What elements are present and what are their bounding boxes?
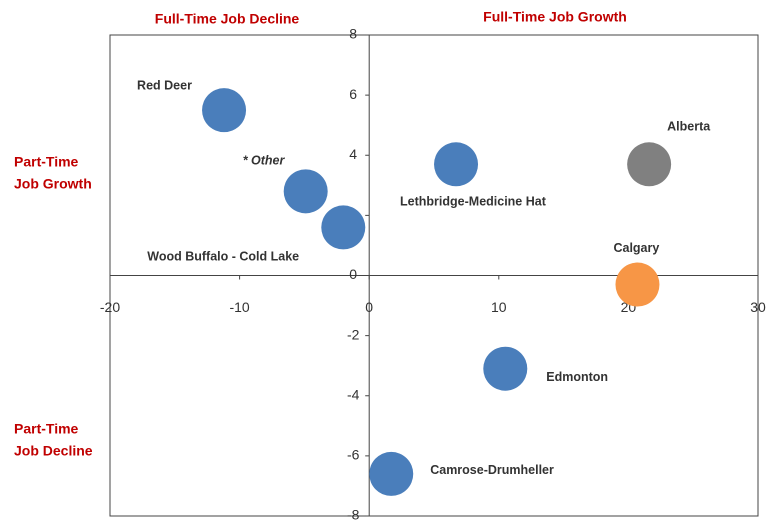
y-tick-label: 6 [349,86,357,102]
quadrant-label: Job Growth [14,176,92,192]
quadrant-label: Part-Time [14,421,79,437]
point-label: Alberta [667,120,711,134]
point-label: Edmonton [546,370,608,384]
y-tick-label: -4 [347,386,360,402]
bubble [202,88,247,133]
y-tick-label: 0 [349,266,357,282]
x-tick-label: -10 [229,299,249,315]
point-label: Calgary [613,241,659,255]
y-tick-label: -2 [347,326,360,342]
quadrant-label: Job Decline [14,443,93,459]
x-tick-label: 0 [365,299,373,315]
y-tick-label: 8 [349,26,357,42]
y-tick-label: -6 [347,447,360,463]
quadrant-label: Full-Time Job Decline [155,11,300,27]
y-tick-label: 4 [349,146,357,162]
quadrant-label: Part-Time [14,154,79,170]
point-label: Lethbridge-Medicine Hat [400,195,547,209]
point-label: Wood Buffalo - Cold Lake [147,250,299,264]
point-label: Camrose-Drumheller [430,463,554,477]
bubble [369,451,414,496]
bubble [627,142,672,187]
x-tick-label: 30 [750,299,766,315]
quadrant-label: Full-Time Job Growth [483,9,627,25]
bubble [283,169,328,214]
point-label: Red Deer [137,78,192,92]
y-tick-label: -8 [347,507,360,520]
x-tick-label: 10 [491,299,507,315]
point-label: * Other [243,154,286,168]
x-tick-label: -20 [100,299,120,315]
bubble [321,205,366,250]
bubble [434,142,479,187]
bubble [483,346,528,391]
bubble [615,262,660,307]
